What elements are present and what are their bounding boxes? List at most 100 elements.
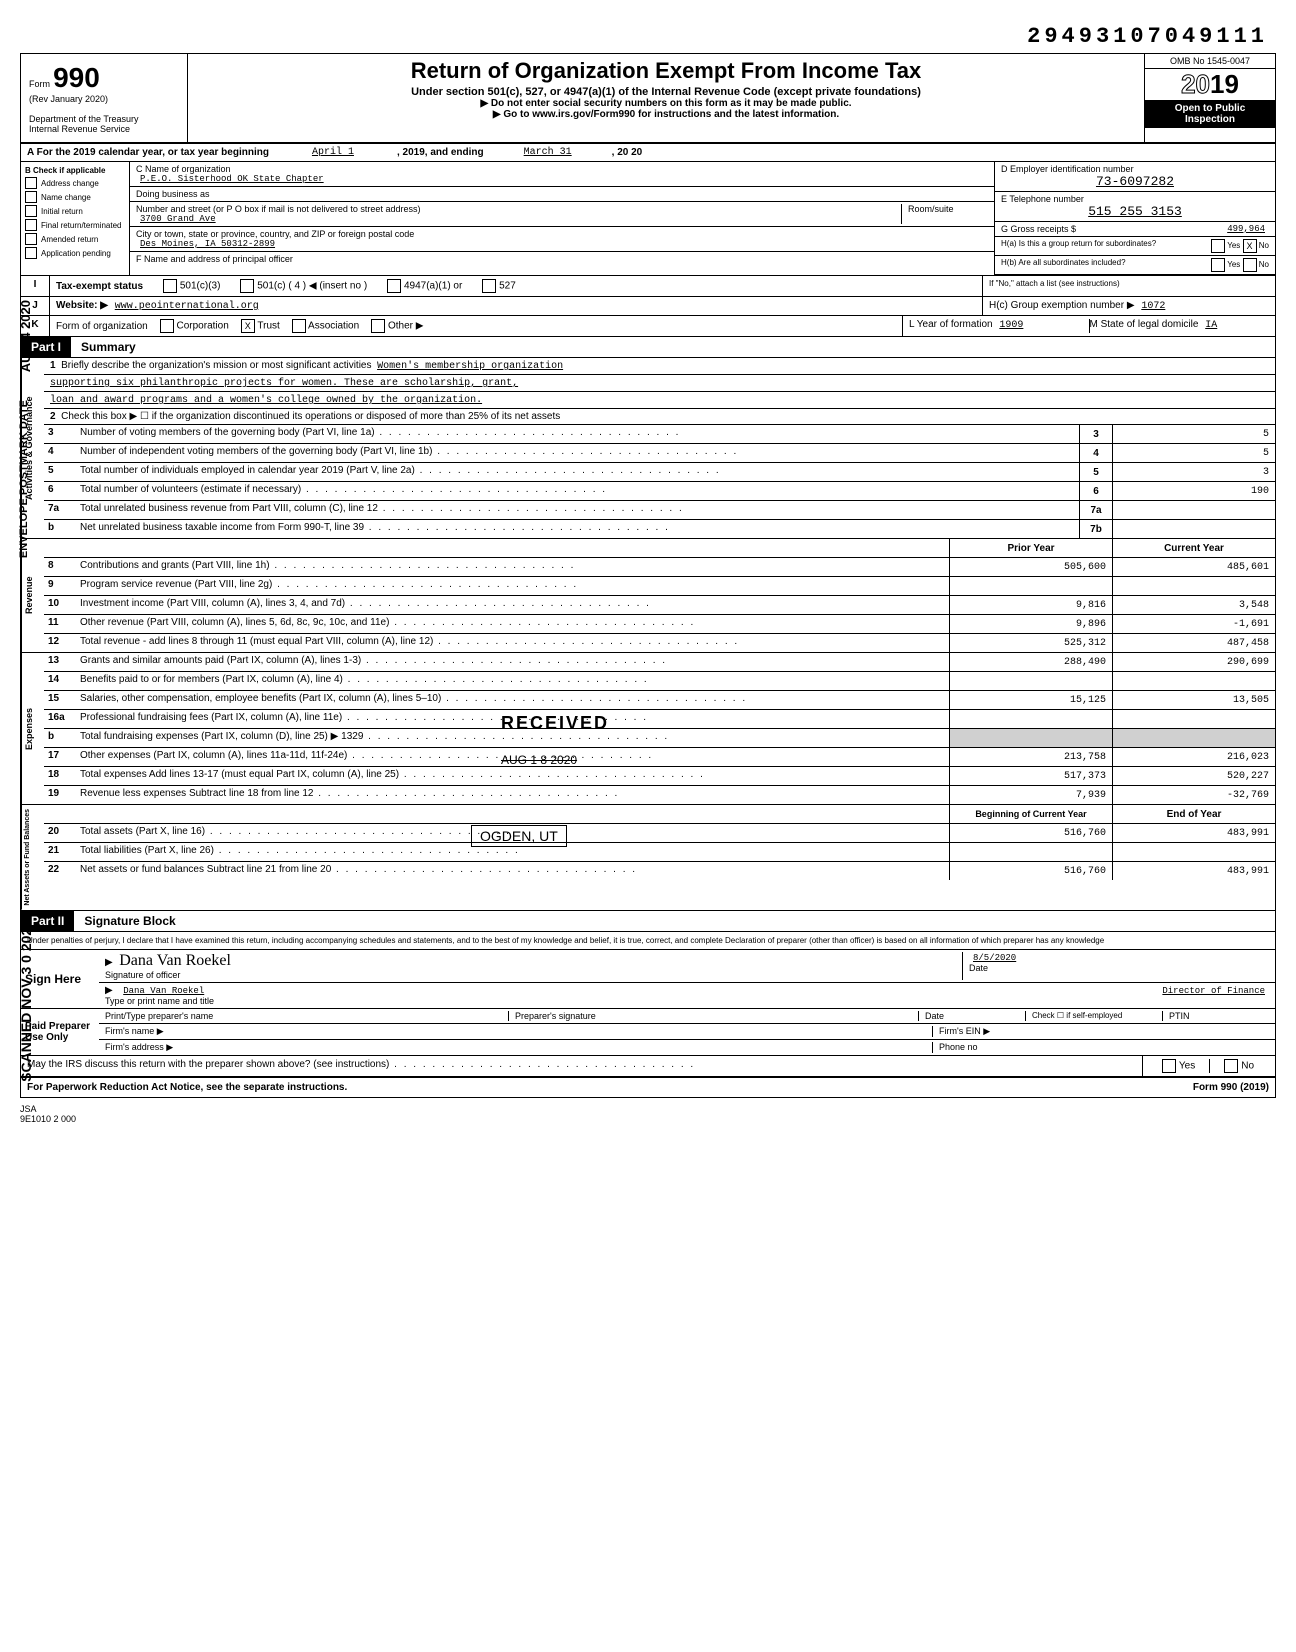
part2-title: Signature Block xyxy=(74,911,185,931)
gov-line: 5Total number of individuals employed in… xyxy=(44,463,1275,482)
data-line: 13Grants and similar amounts paid (Part … xyxy=(44,653,1275,672)
opt-pending: Application pending xyxy=(41,249,111,258)
org-name: P.E.O. Sisterhood OK State Chapter xyxy=(136,174,988,184)
ha-no: No xyxy=(1259,241,1269,250)
tax-year-row: A For the 2019 calendar year, or tax yea… xyxy=(21,144,1275,162)
sig-date: 8/5/2020 xyxy=(969,953,1020,963)
stamp-date: AUG 1 8 2020 xyxy=(501,753,577,767)
form-subtitle: Under section 501(c), 527, or 4947(a)(1)… xyxy=(196,86,1136,98)
form-org-label: Form of organization xyxy=(56,321,148,332)
chk-trust[interactable]: X xyxy=(241,319,255,333)
data-line: 17Other expenses (Part IX, column (A), l… xyxy=(44,748,1275,767)
data-line: 14Benefits paid to or for members (Part … xyxy=(44,672,1275,691)
data-line: 10Investment income (Part VIII, column (… xyxy=(44,596,1275,615)
prep-date-label: Date xyxy=(918,1011,1025,1021)
opt-501c3: 501(c)(3) xyxy=(180,281,221,292)
prep-name-label: Print/Type preparer's name xyxy=(105,1011,508,1021)
chk-501c3[interactable] xyxy=(163,279,177,293)
hc-value: 1072 xyxy=(1137,301,1169,312)
data-line: 15Salaries, other compensation, employee… xyxy=(44,691,1275,710)
omb-number: OMB No 1545-0047 xyxy=(1145,54,1275,69)
discuss-yes: Yes xyxy=(1179,1060,1195,1071)
officer-title: Director of Finance xyxy=(1158,986,1269,996)
data-line: bTotal fundraising expenses (Part IX, co… xyxy=(44,729,1275,748)
opt-4947: 4947(a)(1) or xyxy=(404,281,462,292)
mission-2: supporting six philanthropic projects fo… xyxy=(50,378,518,389)
data-line: 19Revenue less expenses Subtract line 18… xyxy=(44,786,1275,804)
chk-other[interactable] xyxy=(371,319,385,333)
data-line: 20Total assets (Part X, line 16)516,7604… xyxy=(44,824,1275,843)
received-stamp: RECEIVED xyxy=(501,713,609,734)
gov-line: 6Total number of volunteers (estimate if… xyxy=(44,482,1275,501)
ha-yes: Yes xyxy=(1227,241,1240,250)
hc-note: If "No," attach a list (see instructions… xyxy=(982,276,1275,296)
discuss-no-box[interactable] xyxy=(1224,1059,1238,1073)
section-a-mid: , 2019, and ending xyxy=(397,147,484,158)
ein-label: D Employer identification number xyxy=(1001,164,1269,174)
hb-label: H(b) Are all subordinates included? xyxy=(1001,258,1126,272)
form-irs: Internal Revenue Service xyxy=(29,124,179,134)
firm-ein-label: Firm's EIN ▶ xyxy=(932,1026,1269,1037)
jsa-1: JSA xyxy=(20,1104,1276,1114)
m-label: M State of legal domicile xyxy=(1090,319,1199,330)
website-value: www.peointernational.org xyxy=(111,301,263,312)
chk-address[interactable] xyxy=(25,177,37,189)
chk-amended[interactable] xyxy=(25,233,37,245)
line1-label: Briefly describe the organization's miss… xyxy=(61,360,371,371)
firm-phone-label: Phone no xyxy=(932,1042,1269,1053)
revenue-label: Revenue xyxy=(21,539,44,652)
chk-corp[interactable] xyxy=(160,319,174,333)
ha-yes-box[interactable] xyxy=(1211,239,1225,253)
chk-527[interactable] xyxy=(482,279,496,293)
chk-pending[interactable] xyxy=(25,247,37,259)
begin-year-header: Beginning of Current Year xyxy=(949,805,1112,823)
chk-501c[interactable] xyxy=(240,279,254,293)
c-city-label: City or town, state or province, country… xyxy=(136,229,988,239)
firm-addr-label: Firm's address ▶ xyxy=(105,1042,932,1053)
data-line: 12Total revenue - add lines 8 through 11… xyxy=(44,634,1275,652)
section-a-endyear: , 20 20 xyxy=(612,147,643,158)
discuss-yes-box[interactable] xyxy=(1162,1059,1176,1073)
ha-label: H(a) Is this a group return for subordin… xyxy=(1001,239,1156,253)
chk-assoc[interactable] xyxy=(292,319,306,333)
open-public-2: Inspection xyxy=(1148,114,1272,125)
data-line: 18Total expenses Add lines 13-17 (must e… xyxy=(44,767,1275,786)
expenses-label: Expenses xyxy=(21,653,44,804)
form-prefix: Form xyxy=(29,79,50,89)
hb-yes-box[interactable] xyxy=(1211,258,1225,272)
form-number: 990 xyxy=(53,62,100,93)
instr-web: ▶ Go to www.irs.gov/Form990 for instruct… xyxy=(196,109,1136,120)
mission-3: loan and award programs and a women's co… xyxy=(50,395,482,406)
date-label: Date xyxy=(969,963,988,973)
year-prefix: 20 xyxy=(1181,69,1210,100)
part1-title: Summary xyxy=(71,337,146,357)
hb-no: No xyxy=(1259,260,1269,269)
ptin-label: PTIN xyxy=(1162,1011,1269,1021)
data-line: 11Other revenue (Part VIII, column (A), … xyxy=(44,615,1275,634)
chk-name[interactable] xyxy=(25,191,37,203)
sig-label: Signature of officer xyxy=(105,970,180,980)
m-value: IA xyxy=(1201,320,1221,331)
c-dba-label: Doing business as xyxy=(130,187,994,202)
room-label: Room/suite xyxy=(901,204,988,224)
opt-amended: Amended return xyxy=(41,235,98,244)
chk-4947[interactable] xyxy=(387,279,401,293)
opt-527: 527 xyxy=(499,281,516,292)
form-header: Form 990 (Rev January 2020) Department o… xyxy=(21,54,1275,144)
form-title: Return of Organization Exempt From Incom… xyxy=(196,58,1136,84)
data-line: 22Net assets or fund balances Subtract l… xyxy=(44,862,1275,880)
chk-final[interactable] xyxy=(25,219,37,231)
jsa-2: 9E1010 2 000 xyxy=(20,1114,1276,1124)
chk-initial[interactable] xyxy=(25,205,37,217)
hb-no-box[interactable] xyxy=(1243,258,1257,272)
opt-address: Address change xyxy=(41,179,99,188)
section-b-label: B Check if applicable xyxy=(25,166,125,175)
document-id: 29493107049111 xyxy=(20,20,1276,53)
opt-name: Name change xyxy=(41,193,91,202)
opt-501c: 501(c) ( 4 ) ◀ (insert no ) xyxy=(257,281,367,292)
org-city: Des Moines, IA 50312-2899 xyxy=(136,239,988,249)
ha-no-box[interactable]: X xyxy=(1243,239,1257,253)
data-line: 16aProfessional fundraising fees (Part I… xyxy=(44,710,1275,729)
scanned-stamp: SCANNED NOV 3 0 2021 xyxy=(18,920,34,1082)
gross-value: 499,964 xyxy=(1223,224,1269,234)
